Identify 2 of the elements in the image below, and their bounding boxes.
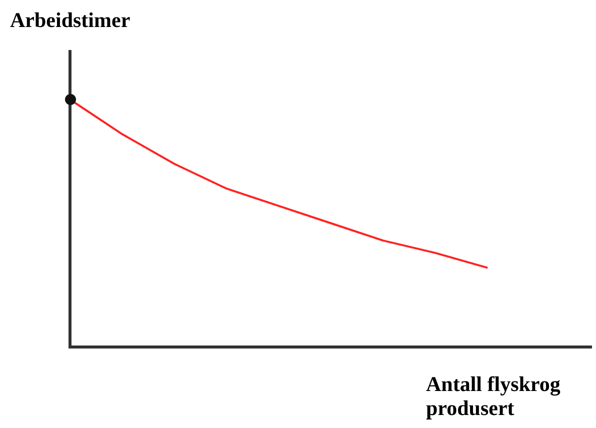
x-axis-title: Antall flyskrog produsert	[426, 372, 562, 420]
y-axis-title: Arbeidstimer	[10, 8, 130, 32]
